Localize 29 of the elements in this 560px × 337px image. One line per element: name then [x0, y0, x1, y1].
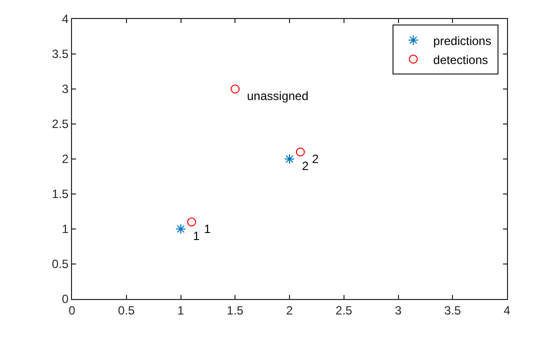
y-tick-label: 2	[62, 152, 69, 166]
point	[175, 224, 186, 234]
x-tick-label: 1.5	[226, 303, 244, 318]
x-tick-label: 0.5	[118, 303, 136, 318]
annotation: 1	[204, 222, 211, 236]
x-tick-label: 1	[177, 303, 184, 318]
y-tick-label: 4	[62, 12, 69, 26]
annotation: unassigned	[247, 89, 308, 103]
annotation: 1	[193, 229, 200, 243]
point	[187, 218, 196, 226]
x-tick-label: 2	[286, 303, 294, 318]
annotation: 2	[312, 152, 319, 166]
y-tick-label: 1.5	[52, 187, 69, 202]
point	[230, 84, 240, 94]
y-tick-label: 0.5	[52, 257, 69, 272]
y-tick-label: 3.5	[52, 47, 69, 62]
point	[284, 154, 295, 164]
legend-label: predictions	[433, 34, 492, 48]
y-tick-label: 2.5	[52, 117, 69, 132]
y-tick-label: 1	[62, 222, 69, 236]
annotation: 2	[302, 159, 309, 173]
y-tick-label: 3	[62, 82, 69, 96]
legend-label: detections	[433, 52, 488, 67]
point	[296, 148, 305, 156]
x-tick-label: 3.5	[444, 303, 462, 318]
x-tick-label: 2.5	[336, 303, 353, 318]
x-tick-label: 4	[504, 303, 511, 318]
x-tick-label: 3	[394, 303, 402, 318]
y-tick-label: 0	[62, 292, 69, 306]
